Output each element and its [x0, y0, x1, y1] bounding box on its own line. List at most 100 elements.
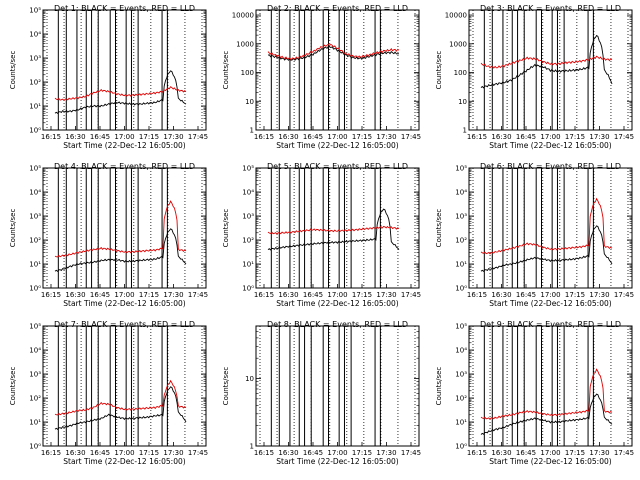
- lld-series-line: [54, 200, 187, 258]
- y-tick-label: 10²: [29, 79, 41, 87]
- x-tick-label: 17:00: [114, 449, 134, 457]
- y-axis-label: Counts/sec: [222, 209, 230, 248]
- x-tick-label: 16:45: [90, 449, 110, 457]
- y-tick-label: 10000: [232, 12, 254, 20]
- x-tick-label: 17:30: [163, 133, 183, 141]
- y-tick-label: 10: [245, 98, 254, 106]
- lld-series-line: [267, 225, 400, 235]
- x-axis-label: Start Time (22-Dec-12 16:05:00): [63, 141, 185, 150]
- y-tick-label: 10⁴: [29, 189, 41, 197]
- x-tick-label: 17:00: [540, 133, 560, 141]
- x-tick-label: 17:15: [139, 133, 159, 141]
- x-tick-label: 16:15: [254, 133, 274, 141]
- y-tick-label: 10¹: [29, 261, 41, 269]
- y-tick-label: 1000: [236, 40, 254, 48]
- chart-title: Det 6: BLACK = Events, RED = LLD: [480, 162, 621, 171]
- y-tick-label: 10⁰: [455, 285, 467, 293]
- y-tick-label: 10³: [29, 371, 41, 379]
- x-tick-label: 17:00: [327, 291, 347, 299]
- x-tick-label: 17:15: [565, 133, 585, 141]
- x-tick-label: 16:45: [303, 133, 323, 141]
- x-tick-label: 16:30: [65, 449, 85, 457]
- lld-series-line: [54, 379, 187, 416]
- x-tick-label: 17:00: [327, 133, 347, 141]
- y-tick-label: 10⁴: [242, 189, 254, 197]
- chart-panel-8: 1 10 16:15 16:30 16:45 17:00 17:15 17:30 17:45 De…: [222, 320, 421, 466]
- y-tick-label: 10³: [242, 213, 254, 221]
- x-tick-label: 17:00: [540, 449, 560, 457]
- events-series-line: [54, 228, 187, 273]
- y-tick-label: 10⁵: [455, 165, 467, 173]
- x-tick-label: 16:30: [278, 449, 298, 457]
- chart-title: Det 9: BLACK = Events, RED = LLD: [480, 320, 621, 329]
- y-tick-label: 10²: [242, 237, 254, 245]
- x-axis-label: Start Time (22-Dec-12 16:05:00): [489, 299, 611, 308]
- y-tick-label: 1: [463, 127, 467, 135]
- x-tick-label: 17:15: [565, 291, 585, 299]
- x-tick-label: 16:30: [65, 291, 85, 299]
- x-tick-label: 17:45: [188, 449, 208, 457]
- events-series-line: [54, 70, 187, 115]
- events-series-line: [267, 208, 400, 251]
- x-tick-label: 16:30: [278, 291, 298, 299]
- plot-frame: [42, 167, 207, 289]
- plot-frame: [468, 325, 633, 447]
- x-axis-label: Start Time (22-Dec-12 16:05:00): [63, 299, 185, 308]
- x-tick-label: 17:00: [327, 449, 347, 457]
- x-tick-label: 16:45: [90, 291, 110, 299]
- y-tick-label: 10⁵: [455, 323, 467, 331]
- y-axis-label: Counts/sec: [222, 51, 230, 90]
- y-tick-label: 10³: [29, 213, 41, 221]
- y-tick-label: 10³: [455, 213, 467, 221]
- x-tick-label: 16:15: [467, 449, 487, 457]
- x-tick-label: 17:00: [540, 291, 560, 299]
- y-axis-label: Counts/sec: [9, 367, 17, 406]
- events-series-line: [480, 34, 613, 89]
- x-tick-label: 16:15: [467, 291, 487, 299]
- x-tick-label: 17:30: [376, 449, 396, 457]
- x-tick-label: 17:30: [589, 449, 609, 457]
- x-tick-label: 16:30: [65, 133, 85, 141]
- chart-panel-6: 10⁰ 10¹ 10² 10³ 10⁴ 10⁵ 16:15 16:30 16:45 17:00 17…: [435, 162, 634, 308]
- y-tick-label: 10¹: [29, 103, 41, 111]
- y-tick-label: 1: [250, 443, 254, 451]
- y-tick-label: 10³: [455, 371, 467, 379]
- x-tick-label: 17:15: [565, 449, 585, 457]
- x-axis-label: Start Time (22-Dec-12 16:05:00): [276, 299, 398, 308]
- x-axis-label: Start Time (22-Dec-12 16:05:00): [489, 141, 611, 150]
- x-tick-label: 16:30: [278, 133, 298, 141]
- y-axis-label: Counts/sec: [435, 209, 443, 248]
- x-tick-label: 17:00: [114, 133, 134, 141]
- y-tick-label: 10⁵: [242, 165, 254, 173]
- x-tick-label: 16:15: [41, 291, 61, 299]
- x-tick-label: 17:45: [188, 291, 208, 299]
- lld-series-line: [54, 86, 187, 102]
- lld-series-line: [480, 368, 613, 420]
- x-axis-label: Start Time (22-Dec-12 16:05:00): [63, 457, 185, 466]
- y-tick-label: 1000: [449, 40, 467, 48]
- events-series-line: [480, 225, 613, 273]
- plot-frame: [255, 325, 420, 447]
- y-tick-label: 10⁰: [242, 285, 254, 293]
- chart-title: Det 7: BLACK = Events, RED = LLD: [54, 320, 195, 329]
- x-tick-label: 17:30: [376, 133, 396, 141]
- x-tick-label: 17:00: [114, 291, 134, 299]
- x-axis-label: Start Time (22-Dec-12 16:05:00): [276, 141, 398, 150]
- y-tick-label: 10³: [29, 55, 41, 63]
- x-tick-label: 16:15: [41, 133, 61, 141]
- x-tick-label: 17:15: [139, 449, 159, 457]
- y-tick-label: 10¹: [455, 419, 467, 427]
- x-tick-label: 16:15: [41, 449, 61, 457]
- x-tick-label: 17:15: [352, 291, 372, 299]
- x-tick-label: 17:45: [188, 133, 208, 141]
- x-tick-label: 17:30: [589, 291, 609, 299]
- chart-panel-7: 10⁰ 10¹ 10² 10³ 10⁴ 10⁵ 16:15 16:30 16:45 17:00 17…: [9, 320, 208, 466]
- x-tick-label: 16:45: [303, 449, 323, 457]
- x-tick-label: 16:45: [303, 291, 323, 299]
- chart-panel-5: 10⁰ 10¹ 10² 10³ 10⁴ 10⁵ 16:15 16:30 16:45 17:00 17…: [222, 162, 421, 308]
- y-tick-label: 10¹: [242, 261, 254, 269]
- plot-frame: [468, 167, 633, 289]
- y-tick-label: 10⁴: [29, 31, 41, 39]
- y-tick-label: 10: [458, 98, 467, 106]
